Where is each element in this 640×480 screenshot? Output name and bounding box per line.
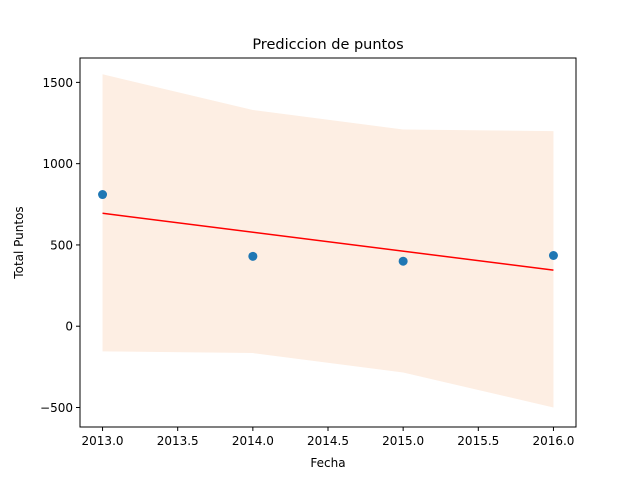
y-tick-label: 0 [65,320,73,334]
x-tick-label: 2013.5 [157,434,199,448]
x-axis-label: Fecha [310,456,345,470]
x-tick-label: 2014.5 [307,434,349,448]
y-axis-label: Total Puntos [12,206,26,279]
x-tick-label: 2015.0 [382,434,424,448]
x-tick-label: 2014.0 [232,434,274,448]
ticks: 2013.0 2013.5 2014.0 2014.5 2015.0 2015.5 2016… [40,76,574,448]
data-point [248,251,258,261]
data-point [98,190,108,200]
chart-title: Prediccion de puntos [252,37,403,53]
y-tick-label: 1500 [42,76,73,90]
regression-line [102,212,554,271]
x-tick-label: 2016.0 [532,434,574,448]
x-tick-label: 2015.5 [457,434,499,448]
data-point [398,256,408,266]
plot-area [98,74,558,408]
confidence-band [102,74,554,408]
y-tick-label: 1000 [42,157,73,171]
x-tick-label: 2013.0 [82,434,124,448]
y-tick-label: −500 [40,401,73,415]
y-tick-label: 500 [50,238,73,252]
data-point [548,251,558,261]
